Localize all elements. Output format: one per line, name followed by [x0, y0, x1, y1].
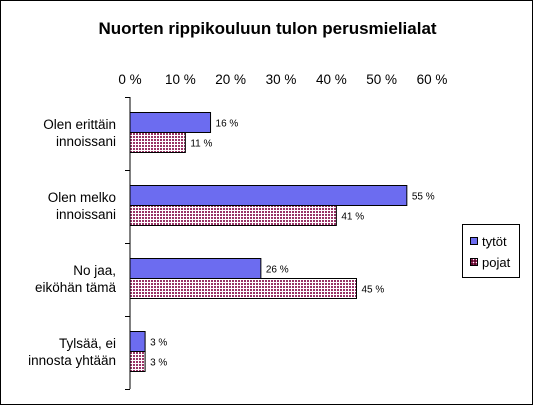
- bar-tytot: [129, 258, 262, 279]
- category-label-line: innoissani: [55, 206, 116, 222]
- category-label: Olen erittäin innoissani: [4, 116, 116, 150]
- category-label: No jaa, eiköhän tämä: [4, 262, 116, 296]
- category-label-line: eiköhän tämä: [34, 279, 116, 295]
- legend-item-tytot: tytöt: [470, 233, 507, 249]
- data-label: 45 %: [362, 285, 385, 296]
- category-label: Olen melko innoissani: [4, 189, 116, 223]
- chart-legend: tytöt pojat: [462, 224, 520, 278]
- bar-pojat: [129, 278, 357, 299]
- data-label: 41 %: [341, 212, 364, 223]
- data-label: 16 %: [216, 119, 239, 130]
- x-tick-label: 20 %: [215, 72, 246, 87]
- bar-tytot: [129, 331, 146, 352]
- x-tick-label: 50 %: [366, 72, 397, 87]
- chart-title: Nuorten rippikouluun tulon perusmieliala…: [98, 19, 437, 38]
- data-label: 26 %: [266, 265, 289, 276]
- category-label-line: Tylsää, ei: [58, 335, 116, 351]
- bar-pojat: [129, 351, 146, 372]
- category-label-line: Olen erittäin: [43, 116, 116, 132]
- legend-label-pojat: pojat: [482, 254, 511, 270]
- data-label: 11 %: [190, 139, 212, 150]
- category-label-line: Olen melko: [47, 189, 116, 205]
- legend-item-pojat: pojat: [470, 254, 510, 270]
- x-tick-label: 60 %: [417, 72, 448, 87]
- x-tick-label: 10 %: [165, 72, 196, 87]
- x-tick-label: 30 %: [266, 72, 297, 87]
- category-label-line: innosta yhtään: [28, 352, 116, 368]
- bar-pojat: [129, 132, 186, 153]
- bar-tytot: [129, 185, 408, 206]
- category-label: Tylsää, ei innosta yhtään: [4, 335, 116, 369]
- bar-pojat: [129, 205, 337, 226]
- data-label: 3 %: [150, 358, 167, 369]
- legend-swatch-pojat: [470, 258, 478, 266]
- legend-label-tytot: tytöt: [482, 233, 507, 249]
- category-label-line: No jaa,: [73, 262, 116, 278]
- data-label: 3 %: [150, 338, 167, 349]
- legend-swatch-tytot: [470, 237, 478, 245]
- x-tick-label: 0 %: [118, 72, 141, 87]
- x-tick-label: 40 %: [316, 72, 347, 87]
- bar-tytot: [129, 112, 212, 133]
- category-label-line: innoissani: [55, 133, 116, 149]
- data-label: 55 %: [412, 192, 435, 203]
